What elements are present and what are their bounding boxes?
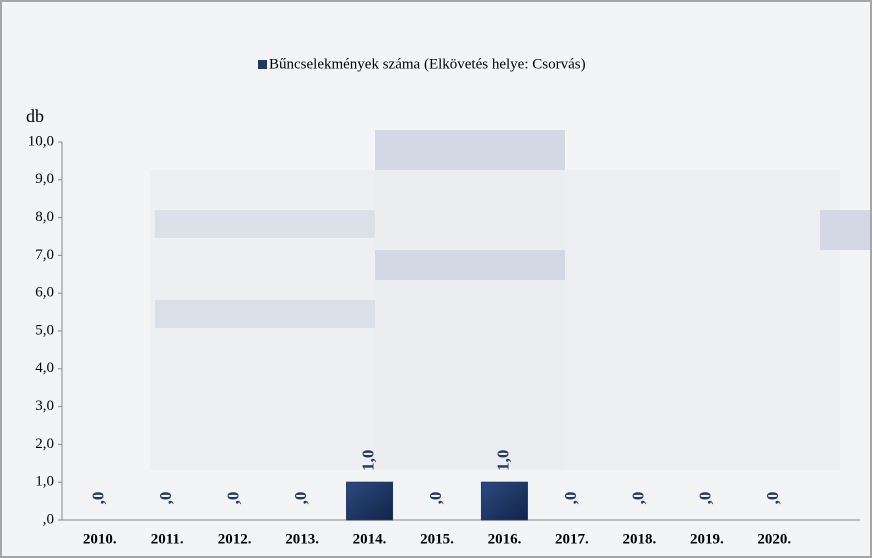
x-tick-label: 2017. bbox=[555, 531, 589, 547]
data-label: ,0 bbox=[426, 492, 445, 505]
y-tick-label: 2,0 bbox=[35, 436, 54, 452]
legend-marker bbox=[258, 60, 267, 69]
background-photo bbox=[150, 130, 870, 470]
data-label: ,0 bbox=[291, 492, 310, 505]
x-tick-label: 2018. bbox=[622, 531, 656, 547]
x-tick-label: 2020. bbox=[757, 531, 791, 547]
data-label: ,0 bbox=[89, 492, 108, 505]
x-tick-label: 2012. bbox=[218, 531, 252, 547]
legend-label: Bűncselekmények száma (Elkövetés helye: … bbox=[269, 56, 586, 72]
data-label: ,0 bbox=[696, 492, 715, 505]
x-tick-label: 2014. bbox=[353, 531, 387, 547]
x-tick-label: 2019. bbox=[690, 531, 724, 547]
data-label: 1,0 bbox=[358, 450, 377, 471]
y-tick-label: 5,0 bbox=[35, 322, 54, 338]
y-tick-label: 10,0 bbox=[28, 133, 54, 149]
data-label: ,0 bbox=[156, 492, 175, 505]
x-tick-label: 2011. bbox=[151, 531, 184, 547]
x-tick-label: 2016. bbox=[488, 531, 522, 547]
y-tick-label: 1,0 bbox=[35, 474, 54, 490]
y-tick-label: 4,0 bbox=[35, 360, 54, 376]
data-label: ,0 bbox=[561, 492, 580, 505]
bar bbox=[346, 481, 394, 521]
data-label: ,0 bbox=[224, 492, 243, 505]
x-tick-label: 2013. bbox=[285, 531, 319, 547]
y-tick-label: 6,0 bbox=[35, 285, 54, 301]
bar bbox=[480, 481, 528, 521]
data-label: ,0 bbox=[763, 492, 782, 505]
x-tick-label: 2015. bbox=[420, 531, 454, 547]
y-axis-label: db bbox=[26, 106, 44, 126]
x-tick-label: 2010. bbox=[83, 531, 117, 547]
y-tick-label: 9,0 bbox=[35, 171, 54, 187]
y-tick-label: 8,0 bbox=[35, 209, 54, 225]
y-tick-label: 7,0 bbox=[35, 247, 54, 263]
y-tick-label: ,0 bbox=[43, 511, 54, 527]
data-label: 1,0 bbox=[493, 450, 512, 471]
y-tick-label: 3,0 bbox=[35, 398, 54, 414]
data-label: ,0 bbox=[628, 492, 647, 505]
